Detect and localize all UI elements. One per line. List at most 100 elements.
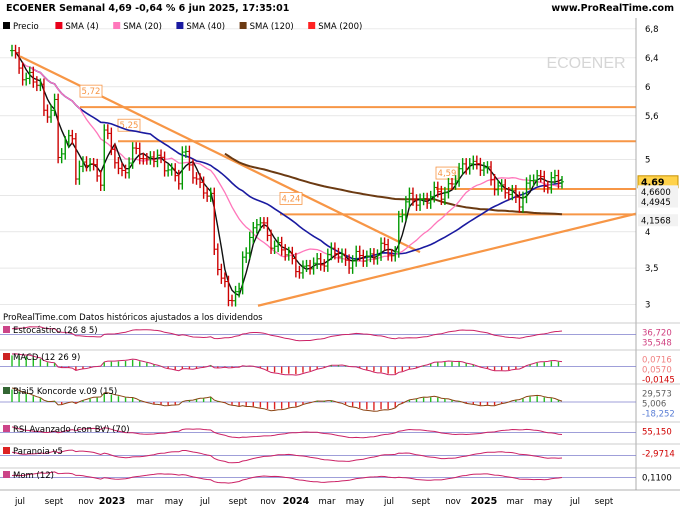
- price-grid: [0, 28, 636, 305]
- legend-item: Precio: [13, 22, 39, 32]
- legend-item: SMA (4): [65, 22, 98, 32]
- price-bar: [474, 155, 479, 170]
- price-bars: [10, 44, 564, 307]
- price-bar: [91, 158, 96, 171]
- price-bar: [77, 160, 82, 185]
- y-tick-label: 3: [645, 300, 650, 310]
- indicator-value: -18,252: [642, 410, 675, 420]
- price-bar: [300, 260, 305, 279]
- x-tick-label: jul: [569, 497, 580, 507]
- price-bar: [560, 176, 564, 189]
- indicator-value: -0,0145: [642, 376, 675, 386]
- price-bar: [244, 247, 249, 263]
- indicator-line: [11, 387, 563, 412]
- indicator-value: 29,573: [642, 390, 672, 400]
- legend-item: SMA (20): [123, 22, 162, 32]
- indicator-panel: Paranoia v5 -2,9714: [0, 443, 680, 464]
- indicator-value-bg: [638, 398, 678, 408]
- price-bar: [98, 170, 103, 191]
- price-bar: [159, 149, 164, 164]
- price-bar: [531, 174, 536, 187]
- x-tick-label: nov: [78, 497, 94, 507]
- legend-swatch: [308, 22, 316, 29]
- legend-swatch: [176, 22, 184, 29]
- price-axis: 6,86,465,654,543,534,694,66004,49454,156…: [635, 18, 679, 490]
- indicator-value-bg: [638, 337, 678, 347]
- price-bar: [102, 124, 107, 191]
- indicator-swatch: [3, 326, 10, 333]
- price-bar: [24, 72, 29, 86]
- level-label: 4,59: [438, 169, 457, 179]
- price-bar: [545, 180, 550, 194]
- price-bar: [528, 174, 533, 189]
- level-tag: [279, 192, 303, 205]
- indicator-value-bg: [638, 354, 678, 364]
- source-label[interactable]: www.ProRealTime.com: [551, 3, 674, 14]
- indicator-name: Paranoia v5: [13, 447, 63, 457]
- price-bar: [538, 169, 543, 183]
- legend-item: SMA (40): [186, 22, 225, 32]
- legend-item: SMA (120): [250, 22, 294, 32]
- indicator-value: 36,720: [642, 329, 672, 339]
- time-axis: jul sept nov 2023 mar may jul sept nov 2024 mar may…: [0, 489, 680, 507]
- value-tag-label: 4,69: [641, 177, 664, 188]
- indicator-panel: RSI Avanzado (con BV) (70) 55,150: [0, 421, 680, 439]
- value-tag-label: 4,1568: [641, 217, 671, 227]
- price-bar: [230, 294, 234, 307]
- indicator-value-bg: [638, 408, 678, 418]
- x-tick-label: jul: [199, 497, 210, 507]
- indicator-panel: Mom (12) 0,1100: [0, 467, 680, 484]
- indicator-value-bg: [638, 374, 678, 384]
- legend-swatch: [55, 22, 63, 29]
- indicator-swatch: [3, 387, 10, 394]
- price-bar: [471, 155, 476, 170]
- y-tick-label: 5: [645, 155, 650, 165]
- y-tick-label: 3,5: [645, 264, 659, 274]
- value-tag: [638, 185, 678, 198]
- x-tick-label: sept: [595, 497, 614, 507]
- legend-swatch: [239, 22, 247, 29]
- footnote: ProRealTime.com Datos históricos ajustad…: [3, 312, 263, 323]
- price-bar: [513, 184, 518, 204]
- price-bar: [524, 177, 529, 204]
- price-bar: [56, 93, 61, 164]
- indicator-line: [11, 326, 563, 342]
- indicator-swatch: [3, 471, 10, 478]
- level-label: 4,24: [282, 194, 301, 204]
- legend-item: SMA (200): [318, 22, 362, 32]
- x-tick-label: nov: [260, 497, 276, 507]
- x-tick-label: mar: [137, 497, 154, 507]
- price-bar: [63, 136, 68, 160]
- sma20-line: [18, 56, 563, 262]
- price-bar: [396, 210, 401, 258]
- legend-swatch: [3, 22, 10, 29]
- indicator-swatch: [3, 425, 10, 432]
- x-tick-label: sept: [45, 497, 64, 507]
- legend-swatch: [113, 22, 121, 29]
- level-tag: [79, 84, 103, 98]
- indicator-name: Mom (12): [13, 471, 54, 481]
- indicator-value: 5,006: [642, 400, 666, 410]
- x-tick-label: may: [534, 497, 553, 507]
- price-bar: [73, 132, 78, 185]
- indicator-value: 35,548: [642, 339, 672, 349]
- price-bar: [215, 243, 220, 276]
- indicator-line: [11, 471, 563, 484]
- x-tick-label: jul: [383, 497, 394, 507]
- indicator-value-bg: [638, 448, 678, 458]
- value-tag: [638, 214, 678, 227]
- price-bar: [219, 263, 224, 284]
- price-bar: [418, 193, 423, 211]
- price-bar: [162, 151, 167, 177]
- y-tick-label: 5,6: [645, 112, 659, 122]
- price-bar: [194, 172, 199, 185]
- price-bar: [421, 192, 426, 206]
- price-bar: [414, 194, 419, 211]
- indicator-value: 0,0716: [642, 356, 672, 366]
- x-tick-label: 2023: [99, 496, 125, 507]
- x-tick-label: may: [165, 497, 184, 507]
- watermark: ECOENER: [546, 55, 625, 72]
- price-bar: [226, 275, 231, 307]
